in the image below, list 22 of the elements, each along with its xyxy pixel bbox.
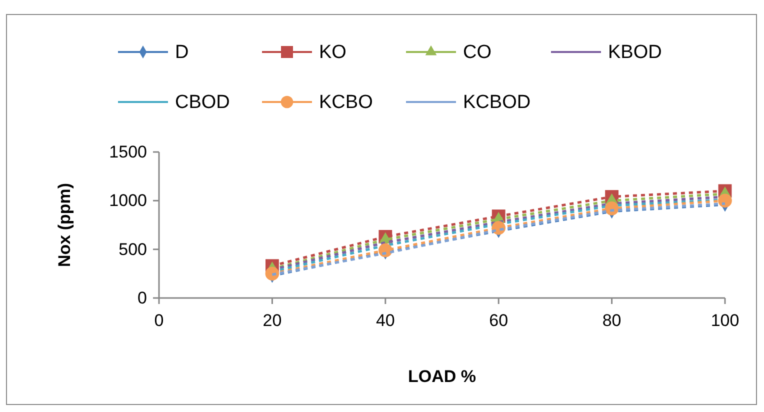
- legend-label: CBOD: [175, 92, 230, 113]
- legend-label: KCBO: [319, 92, 373, 113]
- x-tick-label: 80: [602, 311, 622, 330]
- legend-label: KCBOD: [463, 92, 531, 113]
- x-tick-label: 20: [262, 311, 282, 330]
- x-axis-title: LOAD %: [408, 367, 476, 386]
- point: [265, 266, 280, 281]
- legend-label: KBOD: [608, 42, 662, 63]
- point: [604, 202, 619, 216]
- legend-label: D: [175, 42, 189, 63]
- x-tick-label: 100: [710, 311, 740, 330]
- x-tick-label: 40: [376, 311, 395, 330]
- legend-label: CO: [463, 42, 492, 63]
- y-axis-title: Nox (ppm): [55, 182, 74, 268]
- y-tick-label: 0: [138, 288, 147, 308]
- x-tick-label: 0: [154, 311, 164, 330]
- legend-label: KO: [319, 42, 346, 63]
- point: [718, 194, 732, 208]
- y-tick-label: 1500: [109, 142, 147, 162]
- y-tick-label: 1000: [109, 191, 147, 210]
- x-tick-label: 60: [489, 311, 508, 330]
- y-tick-label: 500: [118, 240, 147, 259]
